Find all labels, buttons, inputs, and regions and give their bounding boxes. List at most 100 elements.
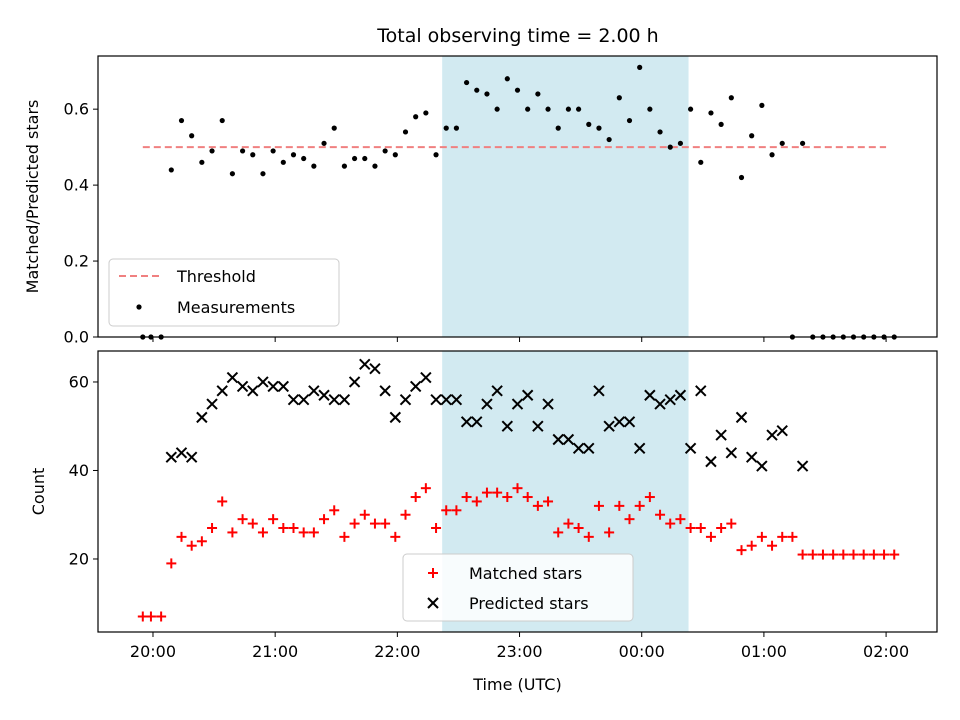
matched-star-point bbox=[736, 545, 747, 556]
predicted-star-point bbox=[603, 420, 615, 432]
x-tick-label: 23:00 bbox=[496, 642, 542, 661]
measurement-point bbox=[453, 125, 460, 131]
legend-threshold-label: Threshold bbox=[176, 267, 256, 286]
predicted-star-point bbox=[725, 447, 738, 459]
predicted-star-point bbox=[501, 420, 514, 432]
x-tick-label: 22:00 bbox=[374, 642, 420, 661]
legend-predicted-label: Predicted stars bbox=[469, 594, 589, 613]
ratio-panel-legend-box bbox=[108, 258, 340, 327]
matched-star-point bbox=[553, 527, 564, 538]
predicted-star-point bbox=[226, 371, 239, 384]
matched-star-point bbox=[461, 492, 472, 503]
predicted-star-point bbox=[684, 442, 697, 455]
count-panel-legend: Matched stars Predicted stars bbox=[402, 553, 634, 622]
count-panel: 20 40 60 20:00 21:00 22:00 23:00 00:00 01:00 02:… bbox=[29, 350, 938, 694]
measurement-point bbox=[759, 102, 765, 108]
legend-measurements-label: Measurements bbox=[177, 298, 295, 317]
matched-star-point bbox=[451, 505, 462, 516]
predicted-star-point bbox=[216, 385, 228, 397]
measurement-point bbox=[667, 144, 673, 150]
predicted-star-point bbox=[430, 393, 442, 406]
matched-star-point bbox=[726, 518, 737, 529]
measurement-point bbox=[657, 129, 663, 135]
predicted-star-point bbox=[705, 455, 717, 468]
predicted-star-point bbox=[572, 442, 585, 455]
matched-star-point bbox=[716, 523, 727, 534]
measurement-point bbox=[433, 152, 439, 158]
predicted-stars-points bbox=[165, 358, 809, 472]
predicted-star-point bbox=[664, 393, 676, 406]
predicted-star-point bbox=[471, 416, 483, 428]
measurement-point bbox=[535, 91, 541, 97]
matched-star-point bbox=[746, 540, 757, 551]
measurement-point bbox=[799, 140, 806, 146]
matched-star-point bbox=[471, 496, 482, 507]
predicted-star-point bbox=[196, 411, 208, 424]
measurement-point bbox=[443, 125, 449, 131]
legend-matched-label: Matched stars bbox=[469, 564, 582, 583]
predicted-star-point bbox=[613, 416, 626, 428]
matched-star-point bbox=[308, 527, 319, 538]
predicted-star-point bbox=[654, 398, 666, 410]
predicted-star-point bbox=[185, 451, 198, 463]
measurement-point bbox=[423, 110, 429, 116]
matched-star-point bbox=[685, 523, 696, 534]
matched-star-point bbox=[532, 500, 543, 511]
measurement-point bbox=[555, 125, 561, 131]
matched-star-point bbox=[583, 531, 594, 542]
measurement-point bbox=[362, 155, 368, 162]
matched-star-point bbox=[156, 611, 167, 622]
count-panel-legend-box bbox=[402, 553, 634, 622]
matched-star-point bbox=[237, 514, 248, 525]
measurement-point bbox=[504, 76, 510, 82]
predicted-star-point bbox=[379, 385, 391, 397]
matched-star-point bbox=[400, 509, 411, 520]
matched-star-point bbox=[207, 523, 218, 534]
matched-star-point bbox=[644, 492, 655, 503]
matched-star-point bbox=[624, 514, 635, 525]
predicted-star-point bbox=[583, 442, 595, 455]
measurement-point bbox=[647, 106, 653, 112]
measurement-point bbox=[494, 106, 500, 112]
matched-star-point bbox=[492, 487, 503, 498]
ratio-panel-y-ticks: 0.0 0.2 0.4 0.6 bbox=[64, 100, 98, 347]
y-tick-label: 0.6 bbox=[64, 100, 89, 119]
predicted-star-point bbox=[175, 447, 188, 459]
legend-matched-swatch bbox=[428, 568, 438, 578]
predicted-star-point bbox=[277, 380, 290, 393]
measurement-point bbox=[779, 140, 785, 146]
predicted-star-point bbox=[776, 424, 788, 437]
y-tick-label: 0.0 bbox=[64, 328, 89, 347]
matched-star-point bbox=[329, 505, 340, 516]
y-tick-label: 0.4 bbox=[64, 176, 89, 195]
x-tick-label: 02:00 bbox=[863, 642, 909, 661]
matched-star-point bbox=[614, 500, 625, 511]
predicted-star-point bbox=[308, 385, 320, 397]
ratio-panel-y-axis-label: Matched/Predicted stars bbox=[23, 100, 42, 294]
measurement-point bbox=[382, 148, 388, 154]
count-panel-frame bbox=[97, 350, 938, 633]
matched-star-point bbox=[369, 518, 380, 529]
matched-star-point bbox=[879, 549, 890, 560]
measurement-point bbox=[463, 79, 470, 86]
predicted-star-point bbox=[359, 358, 371, 370]
measurement-point bbox=[606, 136, 612, 143]
measurement-point bbox=[413, 114, 419, 120]
measurement-point bbox=[260, 171, 266, 177]
predicted-star-point bbox=[460, 416, 473, 428]
predicted-star-point bbox=[287, 393, 300, 406]
matched-star-point bbox=[247, 518, 258, 529]
matched-star-point bbox=[420, 483, 431, 494]
ratio-panel: 0.0 0.2 0.4 0.6 Matched/Predicted stars Thr… bbox=[23, 55, 938, 347]
measurement-point bbox=[575, 106, 582, 112]
ratio-panel-frame bbox=[97, 55, 938, 338]
predicted-star-point bbox=[236, 380, 249, 393]
y-tick-label: 40 bbox=[69, 461, 89, 480]
matched-star-point bbox=[705, 531, 716, 542]
measurement-point bbox=[565, 106, 572, 112]
x-axis-label: Time (UTC) bbox=[472, 675, 561, 694]
measurement-point bbox=[484, 91, 490, 97]
matched-star-point bbox=[828, 549, 839, 560]
matched-star-point bbox=[767, 540, 778, 551]
matched-star-point bbox=[797, 549, 808, 560]
